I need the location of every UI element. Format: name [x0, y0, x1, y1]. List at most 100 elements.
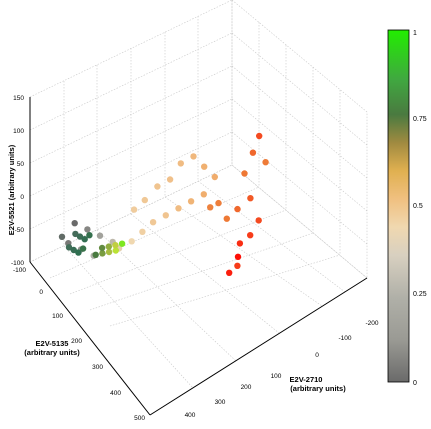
data-point: [75, 249, 82, 256]
x-axis-label: E2V-2710: [290, 375, 323, 384]
data-point: [112, 247, 120, 254]
data-point: [154, 183, 161, 190]
colorbar-tick: 0: [413, 380, 417, 387]
grid-line: [197, 180, 346, 293]
x-tick: 300: [215, 399, 226, 406]
data-point: [207, 204, 214, 211]
data-point: [79, 245, 87, 252]
data-point: [234, 262, 241, 269]
tick-labels: 150 100 50 0 -50 -100 -100 0 100 200 300…: [11, 95, 379, 422]
data-point: [166, 176, 174, 183]
grid-line: [109, 254, 341, 327]
data-point: [105, 248, 113, 256]
data-point: [141, 196, 148, 204]
x-tick: -200: [365, 320, 378, 327]
grid-line: [231, 32, 368, 146]
grid-line: [231, 98, 368, 212]
data-point: [234, 253, 242, 260]
y-tick: 200: [71, 338, 82, 345]
data-point: [249, 149, 257, 156]
data-point: [255, 217, 262, 224]
colorbar-tick: 0.25: [413, 291, 427, 298]
data-point: [65, 244, 73, 251]
grid-wall-left: [29, 0, 233, 263]
x-axis-line: [149, 277, 368, 416]
x-tick: 200: [241, 384, 252, 391]
data-point: [96, 232, 104, 239]
data-point: [162, 212, 169, 219]
colorbar-tick: 1: [413, 30, 417, 37]
grid-line: [231, 131, 368, 245]
colorbar-tick: 0.75: [413, 116, 427, 123]
data-point: [190, 153, 197, 160]
data-point: [226, 269, 233, 276]
data-point: [139, 228, 146, 235]
x-tick: -100: [338, 335, 351, 342]
y-tick: 100: [52, 313, 63, 320]
y-axis-label: E2V-5135: [36, 339, 69, 348]
axes-lines: [29, 97, 368, 416]
data-point: [99, 250, 106, 257]
colorbar: 1 0.75 0.5 0.25 0: [387, 29, 427, 387]
data-point: [187, 198, 195, 205]
z-tick: 50: [17, 161, 25, 168]
data-point: [112, 242, 119, 249]
data-point: [149, 219, 157, 226]
data-point: [84, 226, 91, 233]
data-point: [98, 244, 106, 252]
grid-line: [231, 65, 368, 179]
grid-line: [96, 229, 237, 362]
y-tick: 400: [110, 390, 121, 397]
colorbar-gradient: [387, 29, 410, 383]
colorbar-tick: 0.5: [413, 203, 423, 210]
data-point: [105, 243, 113, 250]
z-tick: 0: [20, 194, 24, 201]
y-tick: -100: [13, 267, 26, 274]
y-tick: 300: [92, 364, 103, 371]
y-axis-line: [29, 261, 151, 416]
z-axis-label: E2V-5521 (arbitrary units): [7, 144, 16, 235]
grid-line: [164, 196, 323, 307]
data-point: [175, 205, 182, 212]
data-point: [200, 191, 207, 198]
data-point: [241, 170, 248, 177]
axes-grid: [29, 0, 368, 416]
y-tick: 0: [39, 289, 43, 296]
z-tick: 150: [13, 95, 24, 102]
x-tick: 0: [315, 352, 319, 359]
data-point: [201, 163, 208, 170]
x-axis-label-units: (arbitrary units): [290, 384, 346, 393]
data-point: [247, 232, 254, 239]
data-points: [58, 132, 269, 276]
data-point: [236, 240, 244, 247]
data-point: [130, 206, 138, 213]
z-tick: -100: [11, 260, 24, 267]
data-point: [92, 251, 99, 258]
x-tick: 100: [271, 373, 282, 380]
grid-line: [89, 232, 314, 311]
data-point: [81, 236, 88, 243]
data-point: [223, 215, 230, 222]
grid-line: [130, 213, 280, 334]
data-point: [177, 160, 184, 167]
y-axis-label-units: (arbitrary units): [24, 348, 80, 357]
data-point: [215, 199, 222, 207]
data-point: [58, 233, 66, 240]
x-tick: 400: [185, 412, 196, 419]
y-tick: 500: [134, 415, 145, 422]
data-point: [262, 159, 269, 166]
data-point: [76, 233, 84, 240]
grid-line: [63, 245, 194, 389]
grid-line: [69, 209, 287, 295]
data-point: [118, 240, 126, 247]
data-point: [211, 173, 218, 181]
data-point: [247, 195, 254, 202]
data-point: [128, 238, 135, 245]
data-point: [256, 132, 263, 140]
grid-line: [49, 186, 260, 279]
data-point: [234, 205, 241, 213]
z-tick: -50: [15, 227, 25, 234]
data-point: [70, 246, 77, 254]
